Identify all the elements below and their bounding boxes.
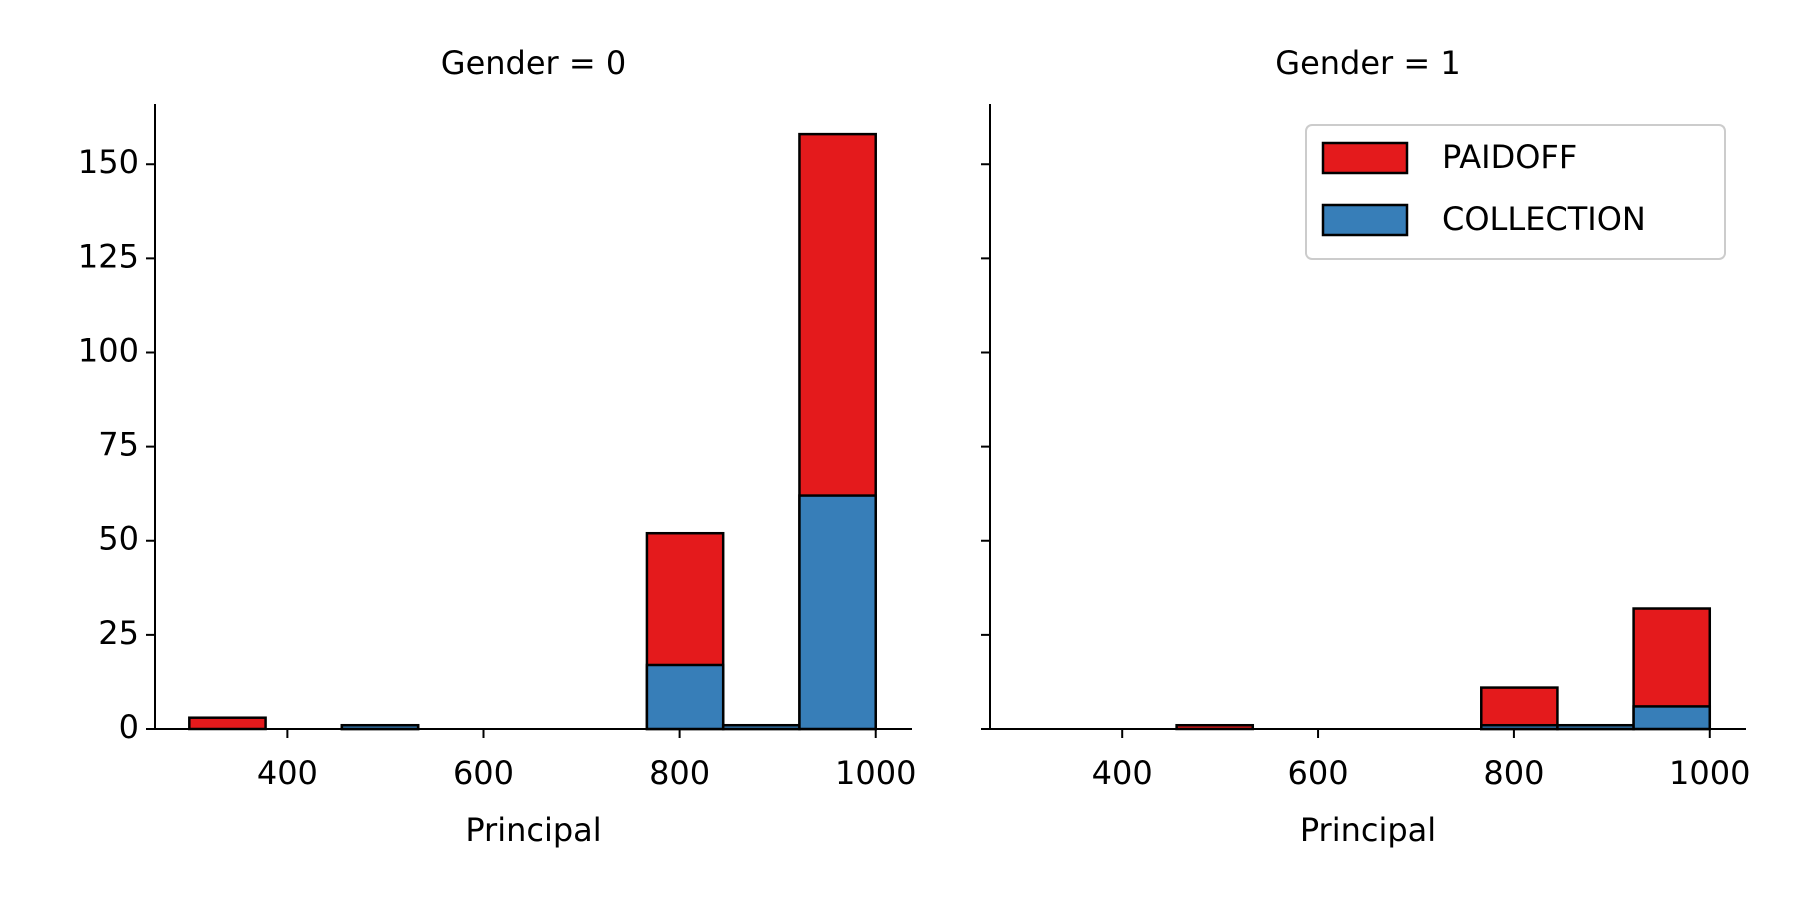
- x-tick-label: 400: [1092, 754, 1153, 792]
- y-tick-label: 150: [78, 143, 139, 181]
- legend-label: COLLECTION: [1442, 200, 1646, 238]
- x-tick-label: 600: [1288, 754, 1349, 792]
- y-tick-label: 100: [78, 331, 139, 369]
- histogram-bar: [188, 716, 267, 731]
- legend-swatch: [1321, 141, 1409, 175]
- y-tick-label: 125: [78, 237, 139, 275]
- legend-swatch: [1321, 203, 1409, 237]
- histogram-bar: [1480, 686, 1559, 731]
- histogram-bar: [645, 663, 725, 731]
- x-tick-label: 800: [1483, 754, 1544, 792]
- y-tick-label: 25: [98, 614, 139, 652]
- x-tick-label: 400: [257, 754, 318, 792]
- legend-box: [1305, 124, 1726, 260]
- y-tick-label: 75: [98, 426, 139, 464]
- x-tick-label: 1000: [835, 754, 916, 792]
- y-tick-label: 0: [119, 708, 139, 746]
- x-tick-label: 1000: [1669, 754, 1750, 792]
- x-tick-label: 800: [649, 754, 710, 792]
- panel-title: Gender = 0: [441, 44, 626, 82]
- panel-title: Gender = 1: [1275, 44, 1460, 82]
- histogram-bar: [1632, 705, 1712, 731]
- histogram-bar: [798, 494, 877, 731]
- x-axis-label: Principal: [465, 811, 601, 849]
- legend-label: PAIDOFF: [1442, 138, 1577, 176]
- x-tick-label: 600: [453, 754, 514, 792]
- y-tick-label: 50: [98, 520, 139, 558]
- x-axis-label: Principal: [1300, 811, 1436, 849]
